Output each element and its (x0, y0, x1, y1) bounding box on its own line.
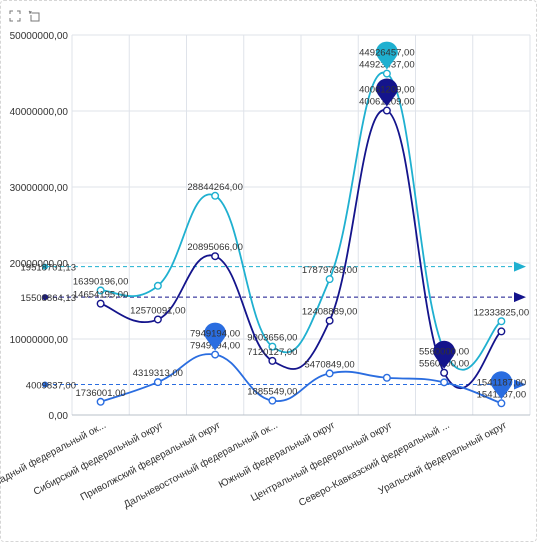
data-point (268, 396, 277, 405)
y-tick-label: 20000000,00 (10, 259, 69, 270)
y-tick-label: 40000000,00 (10, 107, 69, 118)
max-marker (375, 78, 398, 107)
data-point (497, 327, 506, 336)
data-point (382, 69, 391, 78)
data-point (382, 373, 391, 382)
data-point (440, 378, 449, 387)
data-point (440, 368, 449, 377)
data-label: 1736001,00 (76, 388, 126, 399)
data-label: 17879738,00 (302, 265, 357, 276)
data-point (268, 342, 277, 351)
average-line-arrow (514, 292, 526, 303)
max-marker-label: 44926457,00 (359, 48, 414, 59)
data-point (325, 369, 334, 378)
data-point (268, 356, 277, 365)
data-label: 4319313,00 (133, 368, 183, 379)
data-point (382, 106, 391, 115)
data-point (497, 399, 506, 408)
data-label: 12570091,00 (130, 305, 185, 316)
data-point (96, 397, 105, 406)
min-marker (433, 340, 456, 369)
data-label: 9003656,00 (247, 333, 297, 344)
series-line (100, 353, 502, 405)
data-label: 12333825,00 (474, 307, 529, 318)
data-point (325, 316, 334, 325)
max-marker-label: 40061209,00 (359, 85, 414, 96)
chart-toolbar (8, 9, 40, 22)
y-tick-label: 10000000,00 (10, 335, 69, 346)
zoom-reset-icon[interactable] (27, 9, 40, 22)
data-label: 7120127,00 (247, 347, 297, 358)
min-marker-label: 5560000,00 (419, 347, 469, 358)
zoom-icon[interactable] (8, 9, 21, 22)
data-label: 1885549,00 (247, 387, 297, 398)
data-label: 5470849,00 (305, 359, 355, 370)
data-point (211, 350, 220, 359)
data-point (211, 191, 220, 200)
data-point (325, 275, 334, 284)
data-point (211, 252, 220, 261)
min-marker-label: 1541187,00 (477, 377, 527, 388)
average-line-start (42, 381, 48, 388)
data-label: 20895066,00 (187, 242, 242, 253)
max-marker (375, 41, 398, 70)
data-point (96, 299, 105, 308)
average-line-start (42, 294, 48, 301)
average-label: 15508864,13 (21, 293, 76, 304)
y-tick-label: 50000000,00 (10, 31, 69, 42)
average-label: 19518701,13 (21, 263, 76, 274)
data-point (497, 317, 506, 326)
data-point (153, 281, 162, 290)
zoom-reset-icon-glyph (28, 10, 39, 21)
average-label: 4009837,00 (26, 381, 76, 392)
max-marker (204, 322, 227, 351)
average-line-arrow (514, 379, 526, 390)
average-line-arrow (514, 261, 526, 272)
y-tick-label: 30000000,00 (10, 183, 69, 194)
zoom-icon-glyph (9, 10, 20, 21)
data-point (153, 315, 162, 324)
min-marker (490, 371, 513, 400)
y-tick-label: 0,00 (49, 411, 69, 422)
data-label: 16390196,00 (73, 276, 128, 287)
data-label: 14654195,00 (73, 290, 128, 301)
data-label: 12408889,00 (302, 307, 357, 318)
data-point (96, 286, 105, 295)
average-line-start (42, 263, 48, 270)
max-marker-label: 7949194,00 (190, 329, 240, 340)
data-label: 28844264,00 (187, 182, 242, 193)
data-point (153, 378, 162, 387)
